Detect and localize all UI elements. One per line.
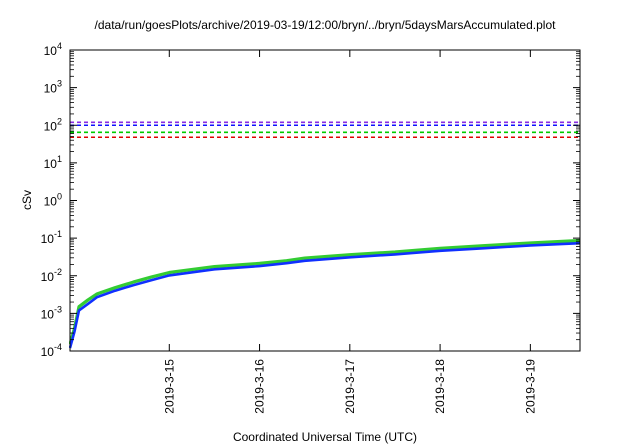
- y-tick-label-base: 10: [44, 82, 58, 96]
- y-tick-label-exponent: -2: [54, 267, 62, 277]
- y-tick-label-exponent: 0: [57, 192, 62, 202]
- y-tick-label: 102: [44, 116, 62, 133]
- y-tick-label-exponent: 4: [57, 41, 62, 51]
- chart-title: /data/run/goesPlots/archive/2019-03-19/1…: [94, 18, 556, 32]
- y-tick-label-exponent: 1: [57, 154, 62, 164]
- y-tick-label-base: 10: [41, 270, 55, 284]
- x-tick-label: 2019-3-18: [433, 359, 447, 414]
- y-tick-label: 101: [44, 154, 62, 171]
- data-series-line: [69, 241, 581, 349]
- y-tick-label-base: 10: [41, 345, 55, 359]
- y-tick-label-exponent: -4: [54, 342, 62, 352]
- y-tick-label: 10-3: [41, 304, 62, 321]
- y-tick-label: 104: [44, 41, 62, 58]
- x-tick-label: 2019-3-19: [523, 359, 537, 414]
- data-series-line: [69, 238, 581, 345]
- y-tick-label-base: 10: [41, 232, 55, 246]
- x-tick-label: 2019-3-16: [253, 359, 267, 414]
- x-tick-label: 2019-3-17: [343, 359, 357, 414]
- y-tick-label-base: 10: [44, 195, 58, 209]
- y-tick-label-base: 10: [44, 119, 58, 133]
- y-tick-label-exponent: 3: [57, 79, 62, 89]
- y-tick-label: 10-1: [41, 229, 62, 246]
- y-tick-label-base: 10: [44, 44, 58, 58]
- y-tick-label-base: 10: [41, 307, 55, 321]
- x-tick-label: 2019-3-15: [162, 359, 176, 414]
- x-axis-label: Coordinated Universal Time (UTC): [232, 430, 418, 444]
- y-tick-label-base: 10: [44, 157, 58, 171]
- y-axis-label: cSv: [20, 190, 34, 211]
- y-tick-label: 100: [44, 192, 62, 209]
- plot-frame: [69, 49, 581, 352]
- y-tick-label-exponent: -1: [54, 229, 62, 239]
- y-tick-label: 103: [44, 79, 62, 96]
- y-tick-label-exponent: -3: [54, 304, 62, 314]
- y-tick-label: 10-4: [41, 342, 62, 359]
- y-tick-label-exponent: 2: [57, 116, 62, 126]
- y-tick-label: 10-2: [41, 267, 62, 284]
